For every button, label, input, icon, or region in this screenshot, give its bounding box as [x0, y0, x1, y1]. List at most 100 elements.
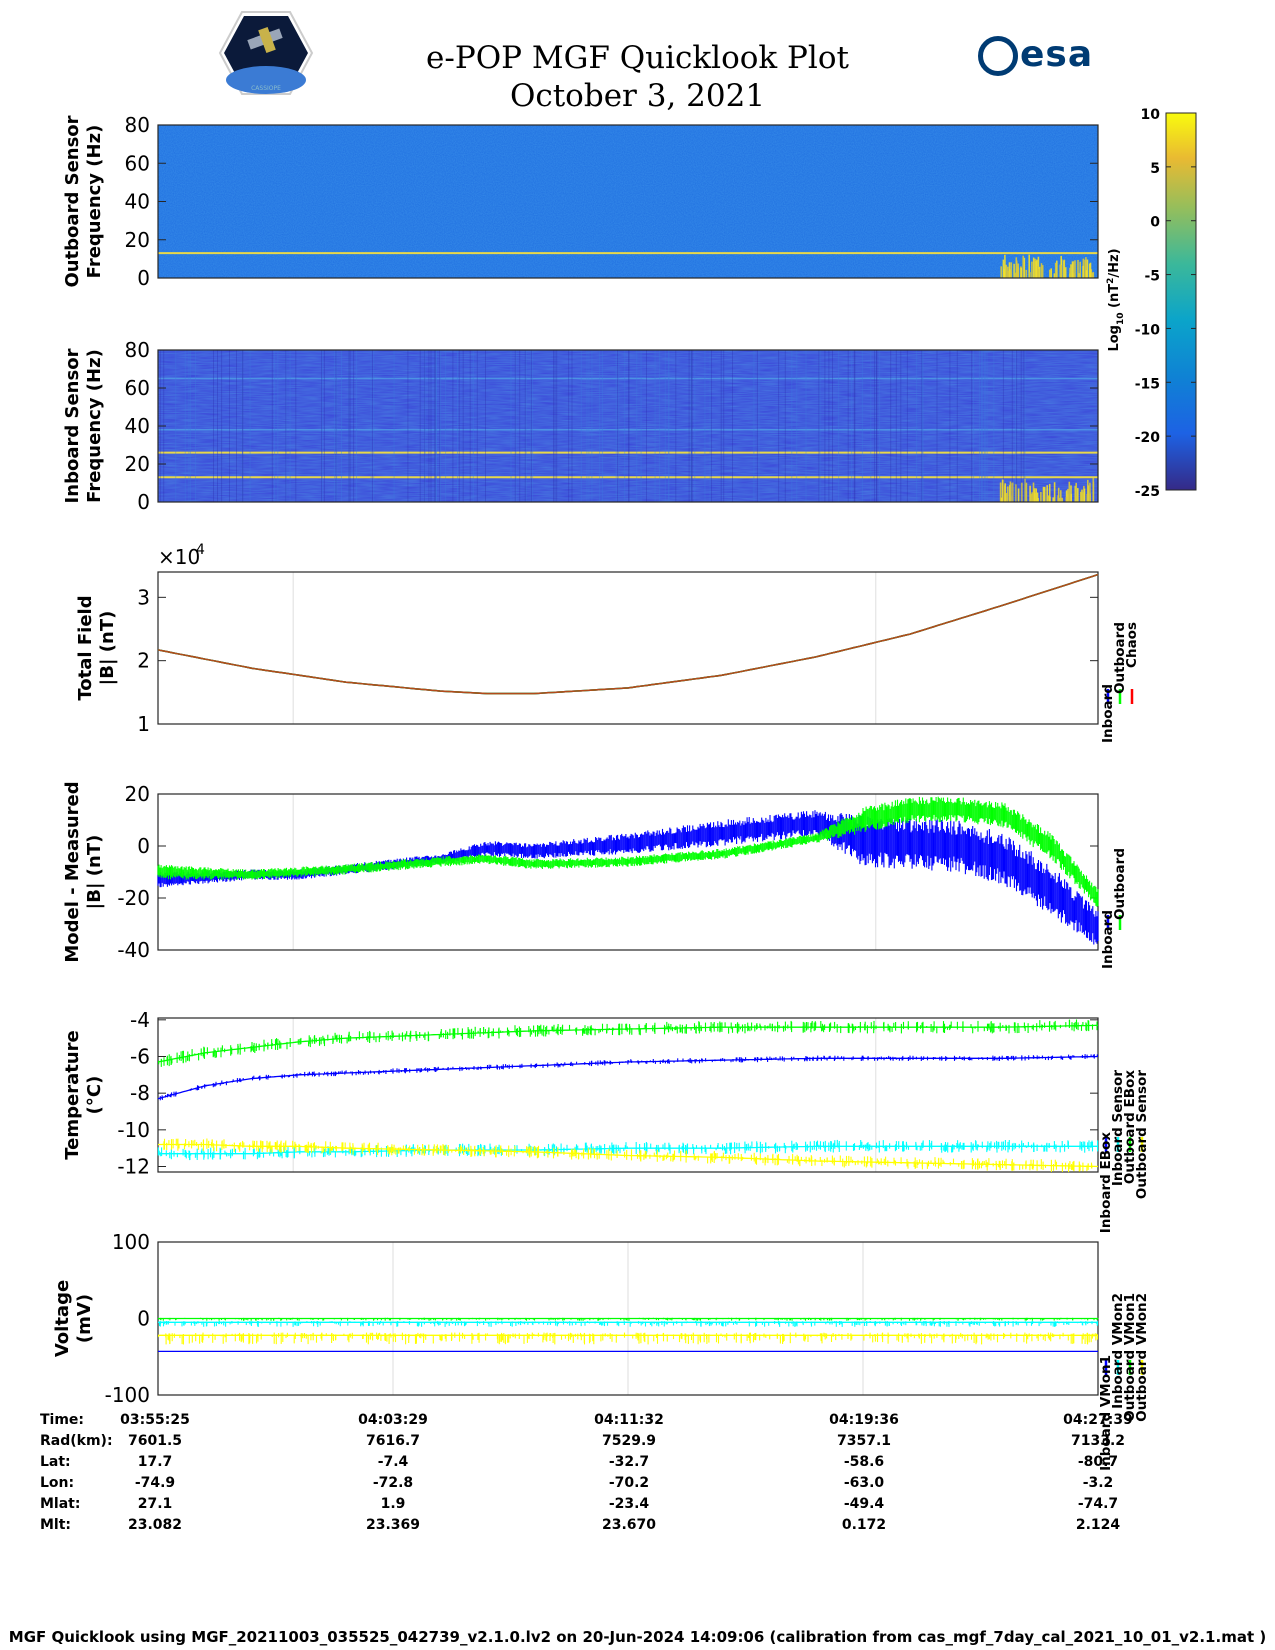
outboard_spectrogram-burst: [1004, 254, 1006, 278]
plot-title-line-1: e-POP MGF Quicklook Plot: [426, 40, 849, 76]
outboard_spectrogram-burst: [1079, 261, 1081, 278]
outboard_spectrogram-burst: [1072, 261, 1075, 278]
outboard_spectrogram-burst: [1049, 269, 1051, 278]
model-minus-measured-series-outboard: [157, 796, 1099, 907]
inboard_spectrogram-burst: [1000, 497, 1003, 502]
inboard_spectrogram-burst: [1020, 482, 1023, 502]
inboard_spectrogram-burst: [1036, 492, 1039, 502]
outboard_spectrogram-burst: [1070, 264, 1072, 278]
inboard_spectrogram-burst: [1047, 495, 1050, 502]
inboard_spectrogram-burst: [1074, 485, 1077, 502]
inboard_spectrogram-burst: [1065, 490, 1068, 502]
outboard_spectrogram-burst: [1092, 272, 1095, 278]
outboard_spectrogram-burst: [1015, 260, 1018, 278]
esa-logo: esa: [1020, 34, 1094, 75]
temperature-series-inboard-sensor: [157, 1139, 1099, 1161]
inboard_spectrogram-burst: [1032, 482, 1035, 502]
inboard_spectrogram-burst: [1048, 483, 1051, 502]
outboard_spectrogram-burst: [1086, 259, 1089, 278]
inboard_spectrogram-burst: [1011, 495, 1013, 502]
outboard_spectrogram-burst: [1053, 273, 1056, 278]
temperature-line: [157, 1024, 1099, 1063]
outboard_spectrogram-burst: [1091, 272, 1094, 278]
outboard_spectrogram-burst: [1031, 261, 1033, 278]
inboard_spectrogram-burst: [1030, 493, 1033, 502]
outboard_spectrogram-burst: [1002, 259, 1005, 278]
inboard_spectrogram-burst: [1057, 487, 1060, 502]
inboard_spectrogram-burst: [1004, 483, 1006, 502]
inboard_spectrogram-burst: [1001, 479, 1004, 502]
outboard_spectrogram-burst: [1078, 273, 1080, 278]
total_field-axes-box: [157, 571, 1099, 725]
outboard_spectrogram-burst: [1028, 254, 1030, 278]
outboard_spectrogram-burst: [1029, 272, 1031, 278]
outboard_spectrogram-burst: [1032, 257, 1035, 278]
outboard_spectrogram-burst: [1013, 263, 1015, 278]
outboard_spectrogram-burst: [1060, 265, 1063, 278]
inboard_spectrogram-burst: [1092, 481, 1095, 502]
outboard_spectrogram-burst: [1069, 267, 1071, 278]
outboard_spectrogram-burst: [1084, 259, 1086, 278]
outboard_spectrogram-burst: [1089, 262, 1092, 278]
inboard_spectrogram-burst: [1052, 497, 1054, 502]
inboard_spectrogram-burst: [999, 482, 1002, 502]
outboard_spectrogram-burst: [1037, 256, 1040, 278]
outboard_spectrogram-burst: [1034, 258, 1036, 278]
inboard_spectrogram-burst: [1059, 497, 1061, 502]
voltage-series-outboard-vmon1: [158, 1317, 1099, 1321]
outboard_spectrogram-burst: [1025, 269, 1028, 278]
inboard_spectrogram-burst: [1075, 482, 1077, 502]
inboard_spectrogram-burst: [1042, 486, 1045, 502]
inboard_spectrogram-burst: [1083, 488, 1086, 502]
inboard_spectrogram-burst: [1061, 497, 1063, 502]
inboard_spectrogram-burst: [1068, 481, 1071, 502]
outboard_spectrogram-burst: [1085, 270, 1087, 278]
outboard_spectrogram-burst: [1023, 257, 1026, 278]
inboard_spectrogram-burst: [1035, 488, 1037, 502]
outboard_spectrogram-burst: [1007, 270, 1010, 278]
outboard_spectrogram-burst: [1050, 268, 1052, 278]
inboard_spectrogram-burst: [1080, 491, 1082, 502]
inboard_spectrogram-burst: [1029, 485, 1031, 502]
outboard_spectrogram-burst: [1056, 260, 1058, 278]
cassiope-logo-text: CASSIOPE: [251, 85, 281, 92]
voltage-series-inboard-vmon2: [158, 1320, 1099, 1327]
outboard_spectrogram-burst: [1008, 262, 1011, 278]
outboard_spectrogram-burst: [1041, 265, 1044, 278]
inboard_spectrogram-burst: [1070, 485, 1072, 502]
outboard_spectrogram-burst: [1064, 267, 1067, 278]
outboard_spectrogram-burst: [1035, 261, 1037, 278]
temperature-series-outboard-ebox: [157, 1019, 1099, 1067]
plot-title-line-2: October 3, 2021: [509, 78, 766, 114]
inboard_spectrogram-burst: [1060, 490, 1062, 502]
outboard_spectrogram-burst: [1022, 255, 1024, 278]
inboard_spectrogram-burst: [1024, 478, 1026, 502]
outboard_spectrogram-burst: [1038, 266, 1041, 278]
outboard_spectrogram-burst: [1000, 266, 1002, 278]
colorbar-gradient: [1165, 112, 1197, 491]
outboard_spectrogram-burst: [1017, 263, 1019, 278]
inboard_spectrogram-burst: [1067, 494, 1069, 502]
inboard_spectrogram-burst: [1040, 492, 1042, 502]
temperature-series-outboard-sensor: [158, 1138, 1099, 1173]
inboard_spectrogram-burst: [1082, 492, 1084, 502]
outboard_spectrogram-burst: [1054, 262, 1057, 278]
outboard_spectrogram-burst: [1010, 262, 1013, 278]
inboard_spectrogram-burst: [1077, 488, 1079, 502]
inboard_spectrogram-burst: [1089, 493, 1091, 502]
outboard_spectrogram-burst: [1003, 269, 1005, 278]
outboard_spectrogram-burst: [1082, 265, 1084, 278]
inboard_spectrogram-burst: [1033, 492, 1036, 502]
inboard_spectrogram-burst: [1087, 479, 1089, 502]
inboard_spectrogram-burst: [1017, 488, 1020, 502]
inboard_spectrogram-burst: [1009, 481, 1012, 502]
outboard_spectrogram-burst: [1005, 264, 1008, 278]
outboard_spectrogram-burst: [1071, 261, 1074, 278]
outboard_spectrogram-burst: [1059, 264, 1061, 278]
inboard_spectrogram-burst: [1043, 486, 1046, 502]
total-field-series-chaos: [157, 573, 1099, 695]
inboard_spectrogram-burst: [1057, 495, 1059, 502]
outboard_spectrogram-burst: [1037, 269, 1040, 278]
outboard_spectrogram-burst: [1040, 263, 1043, 278]
